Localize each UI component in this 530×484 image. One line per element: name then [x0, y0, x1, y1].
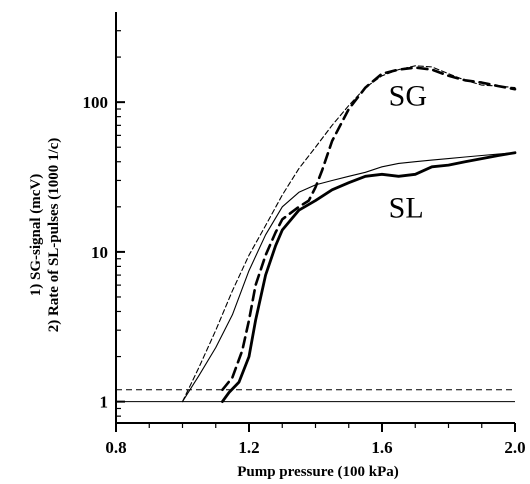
- y-tick-label: 1: [100, 393, 109, 412]
- y-tick-label: 100: [83, 93, 109, 112]
- ticks: [115, 30, 516, 432]
- x-tick-label: 1.2: [238, 438, 259, 457]
- x-tick-label: 2.0: [504, 438, 525, 457]
- y-axis-label-line-2: 2) Rate of SL-pulses (1000 1/c): [46, 138, 62, 333]
- y-axis-label-line-1: 1) SG-signal (mcV): [28, 174, 44, 297]
- x-tick-label: 0.8: [105, 438, 126, 457]
- axes: [115, 12, 515, 424]
- y-tick-label: 10: [91, 243, 108, 262]
- x-axis-label: Pump pressure (100 kPa): [237, 464, 399, 480]
- series-line-thick-solid: [220, 151, 517, 404]
- tick-labels: 0.8 1.2 1.6 2.0 1 10 100: [83, 93, 526, 457]
- series-annotation-sl: SL: [389, 191, 424, 224]
- series-layer: [181, 65, 517, 404]
- annotations: SG SL: [389, 79, 427, 224]
- series-line-thin-dashed: [181, 65, 516, 403]
- x-tick-label: 1.6: [371, 438, 392, 457]
- baselines: [116, 389, 515, 403]
- series-line-thin-solid: [181, 152, 516, 403]
- series-annotation-sg: SG: [389, 79, 427, 112]
- series-line-thick-dashed: [221, 66, 517, 392]
